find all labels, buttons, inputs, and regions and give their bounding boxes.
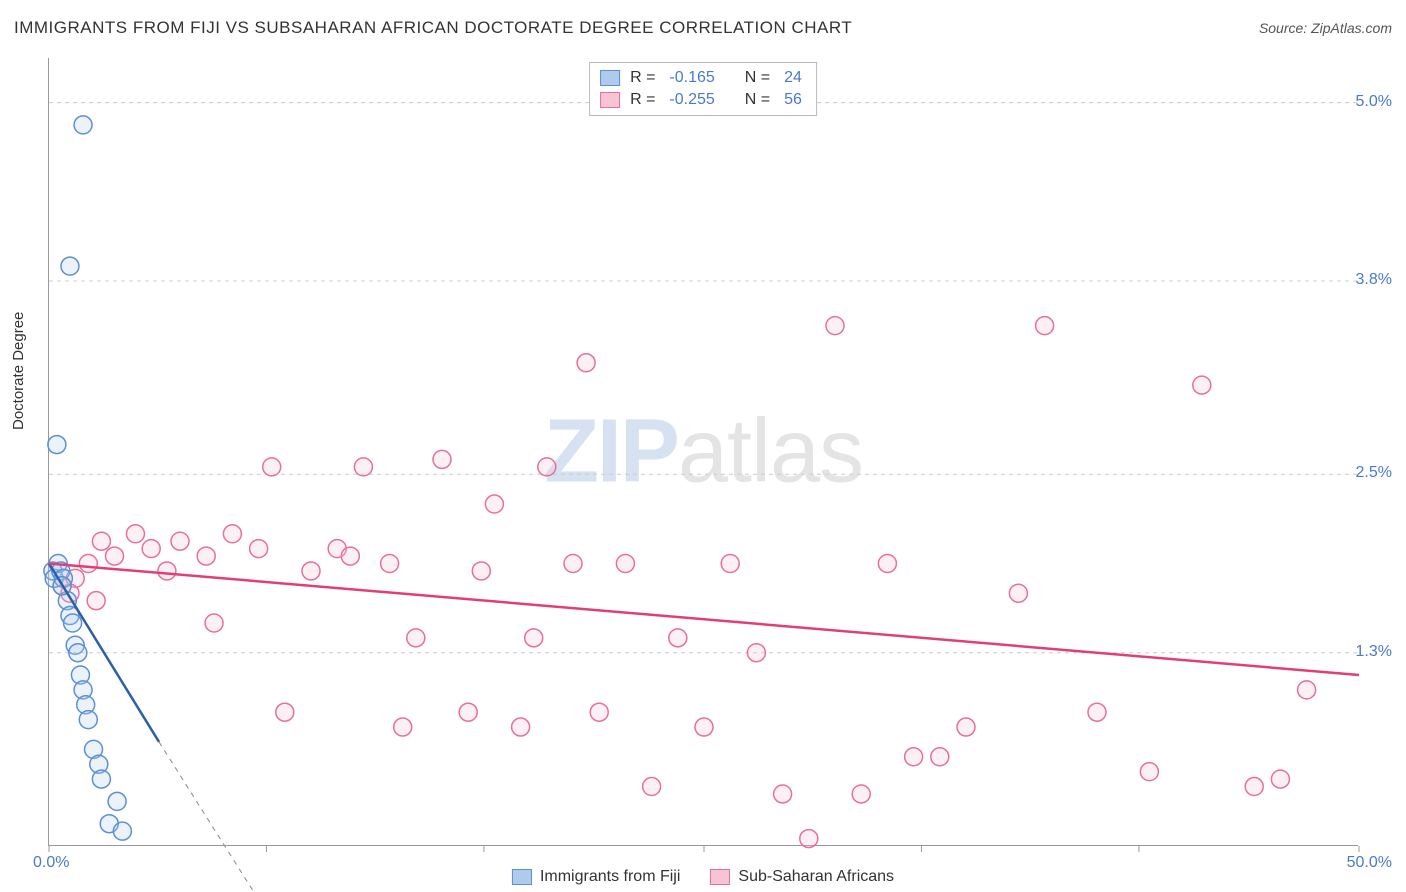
- y-tick-label: 5.0%: [1356, 93, 1392, 111]
- stat-n-value-fiji: 24: [784, 67, 802, 89]
- chart-title: IMMIGRANTS FROM FIJI VS SUBSAHARAN AFRIC…: [14, 18, 852, 38]
- plot-area: ZIPatlas: [48, 58, 1358, 846]
- stat-n-value-ssa: 56: [784, 89, 802, 111]
- y-tick-label: 2.5%: [1356, 464, 1392, 482]
- legend-item-ssa: Sub-Saharan Africans: [710, 868, 894, 886]
- y-tick-label: 1.3%: [1356, 643, 1392, 661]
- stat-r-label: R =: [630, 89, 655, 111]
- legend-series: Immigrants from Fiji Sub-Saharan African…: [512, 868, 894, 886]
- stat-n-label: N =: [745, 67, 770, 89]
- stat-r-value-ssa: -0.255: [669, 89, 714, 111]
- legend-correlation: R = -0.165 N = 24 R = -0.255 N = 56: [589, 62, 817, 116]
- x-tick-label-max: 50.0%: [1347, 854, 1392, 872]
- title-bar: IMMIGRANTS FROM FIJI VS SUBSAHARAN AFRIC…: [14, 18, 1392, 38]
- x-tick-label-min: 0.0%: [33, 854, 69, 872]
- legend-row: R = -0.165 N = 24: [600, 67, 806, 89]
- chart-svg: [49, 58, 1359, 846]
- y-tick-label: 3.8%: [1356, 271, 1392, 289]
- legend-swatch-ssa: [600, 92, 620, 108]
- legend-swatch-fiji: [600, 70, 620, 86]
- stat-n-label: N =: [745, 89, 770, 111]
- legend-row: R = -0.255 N = 56: [600, 89, 806, 111]
- legend-item-fiji: Immigrants from Fiji: [512, 868, 680, 886]
- source-label: Source:: [1259, 20, 1307, 36]
- legend-label-fiji: Immigrants from Fiji: [540, 868, 680, 886]
- legend-swatch-fiji-icon: [512, 869, 532, 885]
- legend-swatch-ssa-icon: [710, 869, 730, 885]
- y-axis-label: Doctorate Degree: [10, 312, 27, 430]
- source-value: ZipAtlas.com: [1311, 20, 1392, 36]
- legend-label-ssa: Sub-Saharan Africans: [738, 868, 894, 886]
- stat-r-value-fiji: -0.165: [669, 67, 714, 89]
- stat-r-label: R =: [630, 67, 655, 89]
- source-attribution: Source: ZipAtlas.com: [1259, 20, 1392, 36]
